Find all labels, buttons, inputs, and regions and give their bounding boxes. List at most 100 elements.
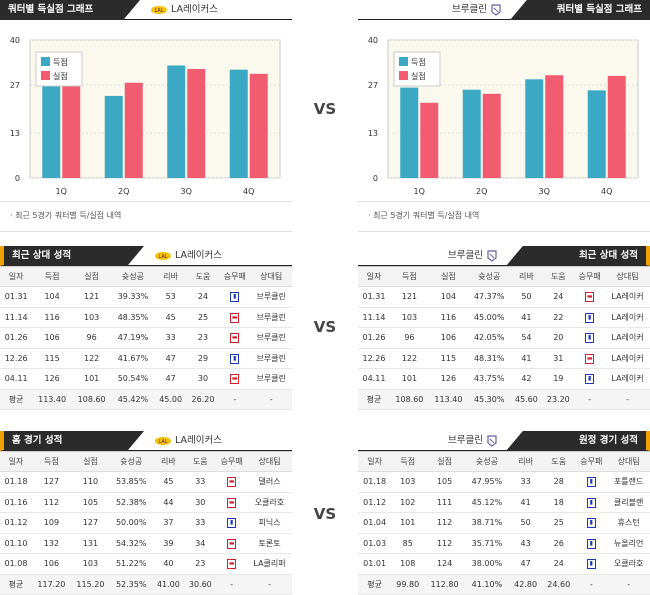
table-cell: 01.16 bbox=[0, 492, 32, 513]
average-row: 평균 108.60 113.40 45.30% 45.60 23.20- - bbox=[358, 389, 650, 410]
table-cell: 103 bbox=[389, 307, 429, 328]
legend-label: 득점 bbox=[411, 57, 426, 67]
vs-label-2: VS bbox=[313, 318, 337, 336]
column-header: 리바 bbox=[509, 451, 543, 472]
result-cell bbox=[219, 307, 251, 328]
table-cell: 01.12 bbox=[358, 492, 392, 513]
loss-badge-icon bbox=[230, 312, 240, 323]
table-cell: 뉴올리언 bbox=[607, 533, 650, 554]
table-cell: 52.38% bbox=[109, 492, 153, 513]
table-cell: 01.18 bbox=[0, 471, 32, 493]
y-tick-label: 40 bbox=[10, 36, 20, 45]
table-cell: 오클라호 bbox=[607, 553, 650, 575]
table-cell: 42.05% bbox=[467, 327, 511, 349]
win-badge-icon bbox=[585, 312, 595, 323]
table-cell: LA레이커 bbox=[605, 327, 650, 349]
table-cell: 44 bbox=[152, 492, 185, 513]
bar-실점-4Q bbox=[607, 75, 626, 178]
y-tick-label: 13 bbox=[368, 129, 378, 138]
table-cell: 41.00 bbox=[152, 574, 185, 595]
table-cell: LA클리퍼 bbox=[247, 553, 292, 575]
svg-text:LAL: LAL bbox=[158, 439, 167, 445]
table-cell: 01.10 bbox=[0, 533, 32, 554]
loss-badge-icon bbox=[585, 292, 595, 303]
right-chart-note: · 최근 5경기 쿼터별 득/실점 내역 bbox=[358, 202, 650, 232]
table-cell: 23 bbox=[184, 553, 217, 575]
result-cell bbox=[574, 348, 606, 369]
nets-logo-icon bbox=[491, 4, 501, 16]
lakers-logo-icon: LAL bbox=[151, 6, 167, 14]
column-header: 실점 bbox=[70, 451, 110, 472]
table-cell: 01.04 bbox=[358, 512, 392, 534]
result-cell bbox=[216, 471, 248, 493]
left-chart-note-text: 최근 5경기 쿼터별 득/실점 내역 bbox=[15, 211, 122, 220]
left-team-label: LAL LA레이커스 bbox=[150, 0, 218, 20]
table-cell: 24 bbox=[186, 286, 220, 308]
svg-text:LAL: LAL bbox=[158, 254, 167, 260]
table-cell: 105 bbox=[70, 492, 110, 513]
table-cell: 평균 bbox=[0, 574, 32, 595]
vs-label-3: VS bbox=[313, 505, 337, 523]
table-cell: 47.95% bbox=[464, 471, 510, 493]
right-chart-title: 쿼터별 득실점 그래프 bbox=[510, 0, 650, 20]
left-home-team: LAL LA레이커스 bbox=[154, 431, 222, 451]
table-cell: 40 bbox=[152, 553, 185, 575]
y-tick-label: 13 bbox=[10, 129, 20, 138]
table-cell: 오클라호 bbox=[247, 492, 292, 513]
right-recent-table: 일자 득점 실점 슛성공 리바 도움 승무패 상대팀 01.31 121 104 47.37% 50 24… bbox=[358, 266, 650, 410]
column-header: 도움 bbox=[542, 451, 576, 472]
bar-실점-1Q bbox=[62, 83, 81, 178]
right-away-table: 일자 득점 실점 슛성공 리바 도움 승무패 상대팀 01.18 103 105 47.95% 33 28… bbox=[358, 451, 650, 595]
right-chart-panel: 브루클린 쿼터별 득실점 그래프 0 13 27 40 1Q 2Q 3Q 4Q 득점 실점 · 최… bbox=[358, 0, 650, 232]
table-cell: 평균 bbox=[358, 574, 392, 595]
table-cell: 53.85% bbox=[109, 471, 153, 493]
table-cell: 41 bbox=[509, 492, 543, 513]
x-tick-label: 1Q bbox=[414, 187, 425, 196]
result-cell bbox=[574, 286, 606, 308]
table-cell: 116 bbox=[428, 307, 468, 328]
right-away-header: 브루클린 원정 경기 성적 bbox=[358, 431, 650, 451]
left-chart-title: 쿼터별 득실점 그래프 bbox=[0, 0, 140, 20]
table-cell: 132 bbox=[31, 533, 71, 554]
table-cell: 47 bbox=[154, 348, 187, 369]
table-cell: 106 bbox=[31, 553, 71, 575]
left-recent-team: LAL LA레이커스 bbox=[154, 246, 222, 266]
table-cell: 33 bbox=[184, 471, 217, 493]
table-cell: 브루클린 bbox=[250, 286, 292, 308]
column-header: 득점 bbox=[32, 266, 72, 287]
column-header: 상대팀 bbox=[250, 266, 292, 287]
table-cell: 01.03 bbox=[358, 533, 392, 554]
table-cell: 48.35% bbox=[111, 307, 155, 328]
table-cell: 115 bbox=[32, 348, 72, 369]
table-cell: 45 bbox=[152, 471, 185, 493]
table-cell: 105 bbox=[424, 471, 465, 493]
table-cell: 42 bbox=[510, 368, 543, 390]
table-cell: 평균 bbox=[358, 389, 390, 410]
left-chart-note: · 최근 5경기 쿼터별 득/실점 내역 bbox=[0, 202, 292, 232]
table-cell: 121 bbox=[389, 286, 429, 308]
table-cell: 24.60 bbox=[542, 574, 576, 595]
left-home-title: 홈 경기 성적 bbox=[4, 431, 144, 451]
x-tick-label: 1Q bbox=[56, 187, 67, 196]
table-cell: 42.80 bbox=[509, 574, 543, 595]
left-recent-header: 최근 상대 성적 LAL LA레이커스 bbox=[0, 246, 292, 266]
table-cell: 포틀랜드 bbox=[607, 471, 650, 493]
right-chart-note-text: 최근 5경기 쿼터별 득/실점 내역 bbox=[373, 211, 480, 220]
column-header: 도움 bbox=[184, 451, 217, 472]
table-cell: 96 bbox=[71, 327, 112, 349]
table-cell: 112.80 bbox=[424, 574, 465, 595]
table-header-row: 일자 득점 실점 슛성공 리바 도움 승무패 상대팀 bbox=[358, 266, 650, 287]
legend-label: 득점 bbox=[53, 57, 68, 67]
left-chart-area: 0 13 27 40 1Q 2Q 3Q 4Q 득점 실점 bbox=[0, 20, 292, 202]
table-cell: 30 bbox=[186, 368, 220, 390]
table-cell: 댈러스 bbox=[247, 471, 292, 493]
